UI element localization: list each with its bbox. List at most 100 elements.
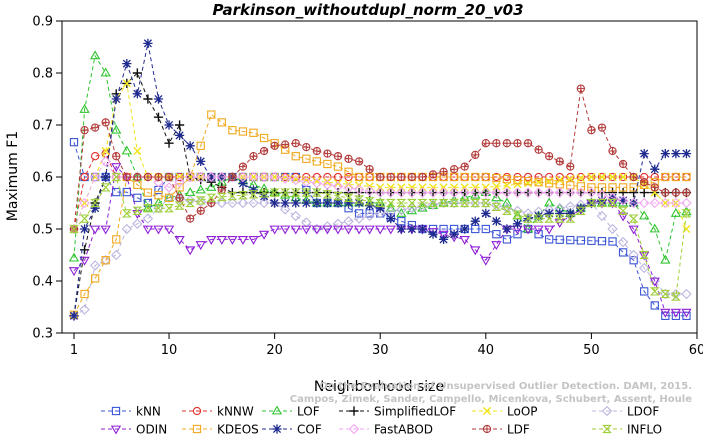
- data-point: [301, 225, 312, 235]
- legend-label: LoOP: [507, 405, 538, 419]
- data-point: [448, 187, 460, 198]
- data-point: [534, 172, 543, 182]
- data-point: [164, 120, 174, 130]
- data-point: [164, 172, 174, 182]
- data-point: [174, 130, 185, 140]
- data-point: [480, 187, 491, 198]
- data-point: [132, 68, 142, 78]
- data-point: [491, 241, 502, 251]
- x-tick-label: 60: [689, 343, 703, 358]
- data-point: [238, 127, 248, 136]
- data-point: [576, 203, 586, 213]
- data-point: [565, 214, 576, 223]
- data-point: [385, 202, 396, 212]
- data-point: [439, 183, 448, 192]
- data-point: [323, 159, 332, 169]
- data-point: [302, 154, 311, 163]
- data-point: [428, 170, 438, 179]
- data-point: [216, 192, 227, 202]
- data-point: [660, 288, 671, 300]
- x-tick-label: 30: [372, 343, 389, 358]
- legend-label: kNN: [136, 405, 161, 419]
- data-point: [364, 225, 375, 235]
- data-point: [566, 162, 575, 171]
- data-point: [375, 187, 386, 198]
- data-point: [90, 274, 100, 283]
- data-point: [523, 172, 533, 182]
- data-point: [470, 197, 481, 209]
- data-point: [121, 145, 132, 155]
- data-point: [249, 128, 258, 137]
- data-point: [195, 196, 206, 205]
- data-point: [301, 198, 311, 208]
- data-point: [322, 190, 333, 199]
- data-point: [259, 146, 269, 156]
- data-point: [512, 187, 523, 198]
- data-point: [207, 198, 216, 208]
- data-point: [555, 157, 564, 166]
- data-point: [396, 198, 407, 208]
- data-point: [290, 210, 301, 222]
- x-tick-label: 50: [583, 343, 600, 358]
- data-point: [302, 142, 311, 152]
- data-point: [670, 207, 682, 217]
- data-point: [607, 192, 618, 203]
- y-tick-label: 0.3: [32, 327, 53, 342]
- data-point: [544, 225, 555, 235]
- data-point: [617, 195, 629, 206]
- data-point: [69, 138, 79, 147]
- data-point: [481, 172, 490, 182]
- data-point: [670, 197, 682, 209]
- data-point: [80, 172, 89, 182]
- data-point: [639, 188, 649, 198]
- data-point: [639, 251, 650, 261]
- legend-marker: [348, 423, 360, 434]
- data-point: [587, 183, 596, 192]
- data-point: [291, 172, 300, 182]
- data-point: [597, 123, 607, 132]
- data-point: [227, 235, 238, 245]
- data-point: [301, 217, 312, 228]
- data-point: [174, 120, 185, 130]
- data-point: [671, 188, 681, 197]
- data-point: [311, 188, 322, 197]
- data-point: [344, 167, 353, 176]
- data-point: [670, 292, 681, 301]
- data-point: [111, 172, 122, 182]
- data-point: [301, 176, 312, 187]
- data-point: [470, 187, 481, 198]
- data-point: [554, 219, 565, 229]
- data-point: [111, 249, 122, 261]
- data-point: [417, 224, 428, 234]
- data-point: [196, 156, 206, 166]
- data-point: [111, 94, 121, 104]
- data-point: [79, 214, 90, 223]
- data-point: [522, 187, 534, 198]
- data-point: [438, 187, 449, 198]
- data-point: [597, 195, 607, 205]
- data-point: [280, 204, 291, 215]
- data-point: [512, 210, 523, 220]
- data-point: [554, 187, 565, 198]
- data-point: [248, 171, 259, 183]
- data-point: [90, 203, 100, 213]
- data-point: [576, 84, 585, 93]
- data-point: [163, 192, 175, 203]
- plot-area: [68, 38, 692, 322]
- data-point: [502, 206, 512, 215]
- data-point: [385, 225, 396, 235]
- legend-item: FastABOD: [339, 423, 433, 434]
- data-point: [269, 188, 280, 197]
- data-point: [101, 146, 110, 156]
- data-point: [227, 197, 238, 209]
- data-point: [153, 197, 164, 207]
- data-point: [533, 225, 544, 235]
- data-point: [523, 139, 533, 148]
- data-point: [122, 59, 132, 69]
- legend-item: kNN: [101, 405, 161, 419]
- data-point: [353, 225, 365, 235]
- data-point: [428, 198, 438, 208]
- data-point: [365, 172, 374, 182]
- data-point: [480, 198, 491, 208]
- data-point: [660, 308, 671, 318]
